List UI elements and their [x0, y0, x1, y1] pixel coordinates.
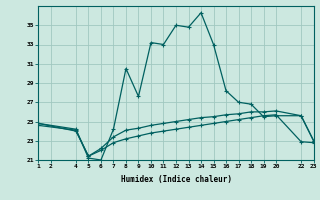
- X-axis label: Humidex (Indice chaleur): Humidex (Indice chaleur): [121, 175, 231, 184]
